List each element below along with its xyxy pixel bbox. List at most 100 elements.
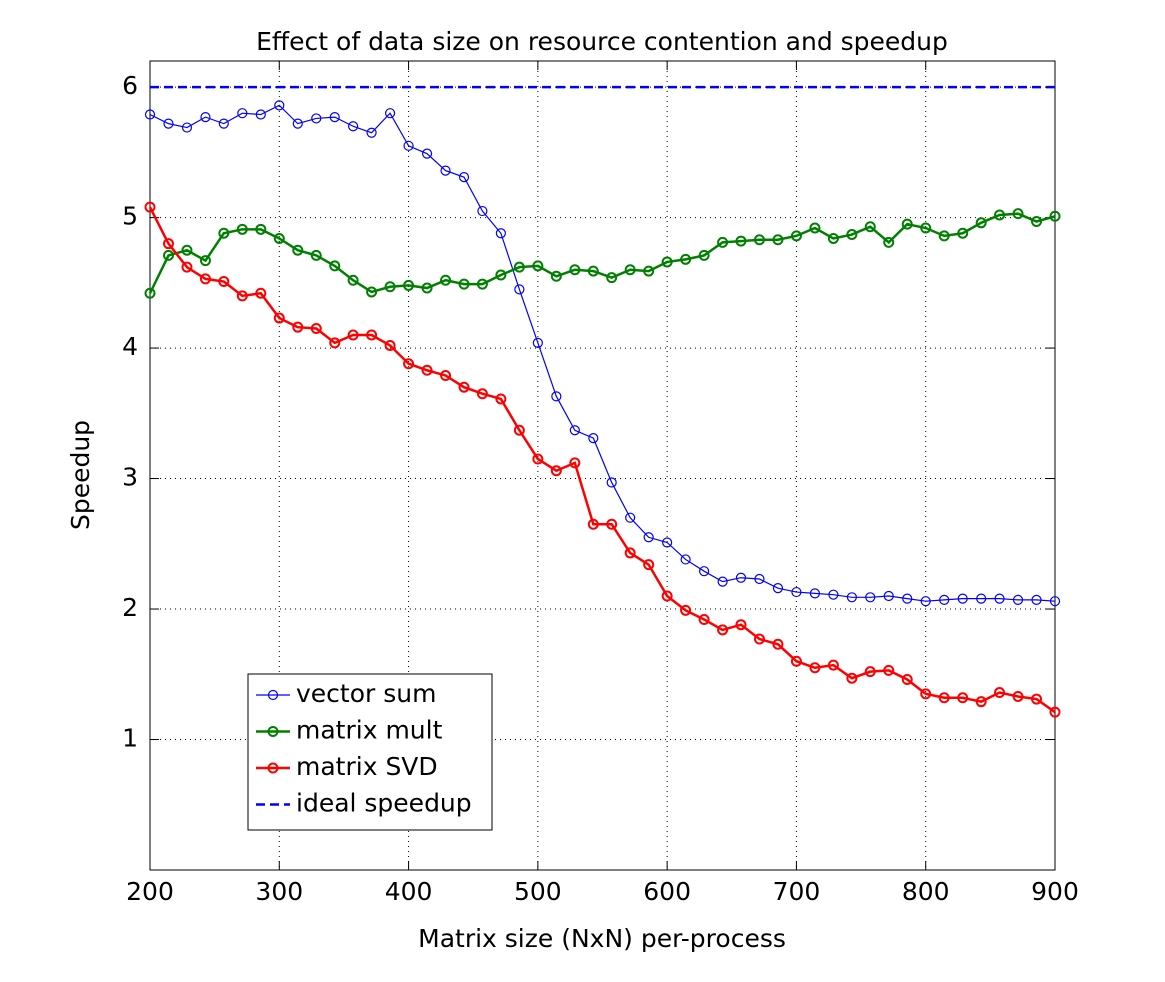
point <box>218 276 230 288</box>
point <box>476 388 488 400</box>
point <box>1049 706 1061 718</box>
point <box>421 148 433 159</box>
point <box>920 222 932 234</box>
point <box>809 588 821 599</box>
point <box>809 222 821 234</box>
point <box>292 321 304 333</box>
y-tick-label: 2 <box>122 593 138 622</box>
point <box>236 223 248 235</box>
x-tick-label: 400 <box>385 877 433 906</box>
series-line <box>148 206 1056 714</box>
point <box>753 633 765 645</box>
point <box>347 274 359 286</box>
point <box>939 594 950 605</box>
point <box>569 264 581 276</box>
legend-marker <box>267 689 279 701</box>
point <box>717 624 729 636</box>
x-tick-label: 800 <box>902 877 950 906</box>
point <box>273 232 285 244</box>
point <box>735 235 747 247</box>
point <box>1031 215 1043 227</box>
point <box>920 596 931 607</box>
point <box>790 230 802 242</box>
point <box>181 122 193 133</box>
point <box>181 261 193 273</box>
x-tick-label: 300 <box>255 877 303 906</box>
point <box>883 236 895 248</box>
point <box>661 256 673 268</box>
point <box>883 664 895 676</box>
point <box>199 273 211 285</box>
point <box>902 593 913 604</box>
y-tick-label: 1 <box>122 724 138 753</box>
point <box>144 109 156 120</box>
point <box>236 290 248 302</box>
point <box>366 329 378 341</box>
point <box>199 255 211 267</box>
point <box>477 205 488 217</box>
point <box>550 465 562 477</box>
point <box>366 286 378 298</box>
point <box>495 269 507 281</box>
point <box>1012 690 1024 702</box>
x-tick-label: 600 <box>643 877 691 906</box>
point <box>274 100 285 111</box>
point <box>513 261 525 273</box>
point <box>976 593 987 604</box>
point <box>772 234 784 246</box>
point <box>699 566 710 577</box>
x-tick-label: 500 <box>514 877 562 906</box>
point <box>514 284 525 295</box>
x-axis-label: Matrix size (NxN) per-process <box>418 924 786 953</box>
y-tick-label: 3 <box>122 463 138 492</box>
point <box>162 238 174 250</box>
point <box>717 236 729 248</box>
point <box>975 696 987 708</box>
point <box>255 223 267 235</box>
point <box>551 391 562 402</box>
point <box>827 232 839 244</box>
point <box>273 312 285 324</box>
point <box>846 672 858 684</box>
point <box>292 244 304 256</box>
legend-label: matrix SVD <box>296 752 438 781</box>
legend-marker <box>267 726 279 737</box>
point <box>200 112 211 123</box>
point <box>587 265 599 277</box>
point <box>643 559 655 571</box>
point <box>1031 594 1042 605</box>
point <box>994 209 1006 221</box>
point <box>532 337 543 348</box>
point <box>144 201 156 213</box>
point <box>661 590 673 602</box>
point <box>384 108 396 119</box>
point <box>1012 594 1024 605</box>
point <box>717 576 728 587</box>
point <box>625 512 636 523</box>
point <box>643 532 654 543</box>
point <box>587 518 599 530</box>
point <box>1049 596 1061 607</box>
x-tick-label: 900 <box>1031 877 1079 906</box>
point <box>938 230 950 242</box>
point <box>754 573 765 585</box>
point <box>864 666 876 678</box>
legend-label: vector sum <box>296 679 436 708</box>
point <box>532 260 544 272</box>
point <box>237 108 248 119</box>
point <box>735 572 747 583</box>
point <box>864 221 876 233</box>
point <box>624 547 636 559</box>
point <box>1012 208 1024 220</box>
point <box>513 424 525 436</box>
point <box>403 358 415 370</box>
y-tick-label: 6 <box>122 71 138 100</box>
point <box>1031 693 1043 705</box>
point <box>698 249 710 261</box>
chart-title: Effect of data size on resource contenti… <box>256 27 948 56</box>
point <box>144 287 156 299</box>
point <box>735 619 747 631</box>
point <box>348 121 359 132</box>
point <box>403 279 415 291</box>
point <box>163 118 174 129</box>
